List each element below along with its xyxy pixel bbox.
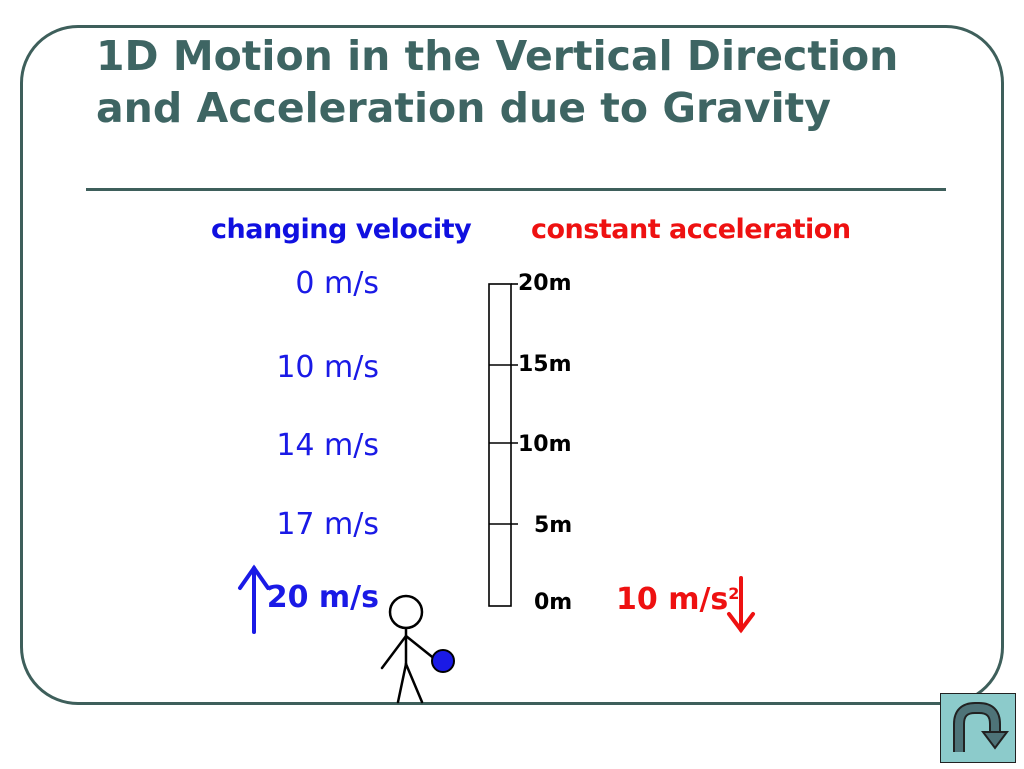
u-turn-arrow-icon [953, 702, 1009, 752]
slide-frame [20, 25, 1004, 705]
velocity-header: changing velocity [211, 214, 472, 245]
height-tick-15m: 15m [518, 352, 572, 377]
velocity-label-2: 14 m/s [276, 428, 379, 463]
acceleration-number: 10 m/s [616, 582, 729, 617]
up-arrow-icon [238, 564, 270, 634]
height-tick-5m: 5m [534, 513, 573, 538]
slide-title: 1D Motion in the Vertical Direction and … [96, 32, 899, 132]
ball-icon [431, 649, 455, 673]
stick-figure-icon [380, 594, 438, 704]
height-tick-10m: 10m [518, 432, 572, 457]
velocity-label-3: 17 m/s [276, 507, 379, 542]
title-divider [86, 188, 946, 191]
acceleration-value: 10 m/s2 [616, 582, 739, 617]
velocity-label-0: 0 m/s [295, 266, 379, 301]
velocity-label-4: 20 m/s [266, 580, 379, 615]
height-tick-0m: 0m [534, 590, 573, 615]
return-button[interactable] [940, 693, 1016, 763]
velocity-label-1: 10 m/s [276, 350, 379, 385]
height-tick-20m: 20m [518, 271, 572, 296]
height-scale [488, 283, 512, 607]
acceleration-header: constant acceleration [531, 214, 851, 245]
acceleration-exponent: 2 [728, 584, 740, 603]
down-arrow-icon [727, 576, 755, 634]
